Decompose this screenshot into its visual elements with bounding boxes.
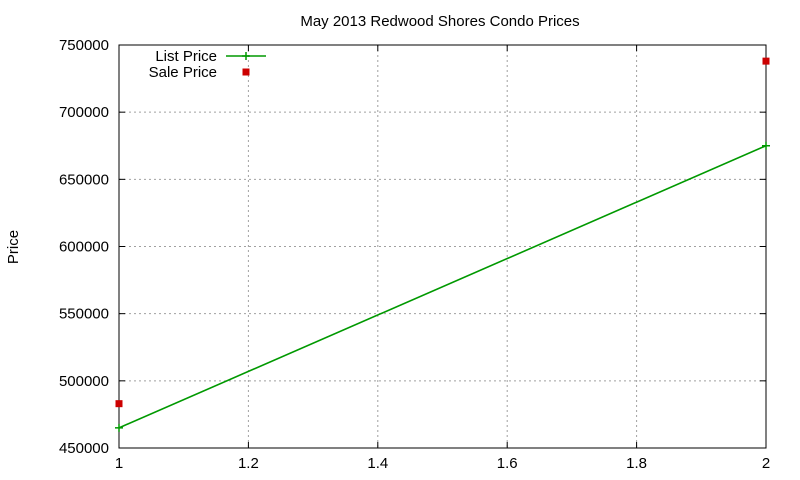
x-tick-label: 2 <box>762 455 770 472</box>
plot-border <box>118 44 767 449</box>
y-tick-label: 550000 <box>59 306 109 323</box>
y-tick-label: 450000 <box>59 440 109 457</box>
legend-label-sale-price: Sale Price <box>149 64 217 81</box>
legend-marker-sale-price <box>242 68 250 76</box>
sale-price-point <box>115 400 123 408</box>
y-tick-label: 650000 <box>59 171 109 188</box>
legend-marker-list-price <box>242 52 250 60</box>
chart-title: May 2013 Redwood Shores Condo Prices <box>300 13 579 30</box>
series-layer <box>115 57 770 432</box>
y-tick-label: 600000 <box>59 239 109 256</box>
sale-price-point <box>762 57 770 65</box>
legend-label-list-price: List Price <box>155 48 217 65</box>
y-axis-ticks: 450000 500000 550000 600000 650000 700000 7500… <box>59 37 766 457</box>
x-axis-ticks: 1 1.2 1.4 1.6 1.8 2 <box>115 45 770 472</box>
y-tick-label: 750000 <box>59 37 109 54</box>
x-tick-label: 1.6 <box>497 455 518 472</box>
x-tick-label: 1.8 <box>626 455 647 472</box>
x-tick-label: 1.4 <box>367 455 388 472</box>
list-price-point <box>115 423 123 432</box>
y-tick-label: 700000 <box>59 104 109 121</box>
x-tick-label: 1.2 <box>238 455 259 472</box>
plot-frame <box>118 44 767 449</box>
y-axis-label: Price <box>5 230 22 264</box>
x-tick-label: 1 <box>115 455 123 472</box>
grid-lines <box>119 45 766 448</box>
y-tick-label: 500000 <box>59 373 109 390</box>
list-price-line <box>118 145 767 429</box>
list-price-point <box>762 141 770 150</box>
